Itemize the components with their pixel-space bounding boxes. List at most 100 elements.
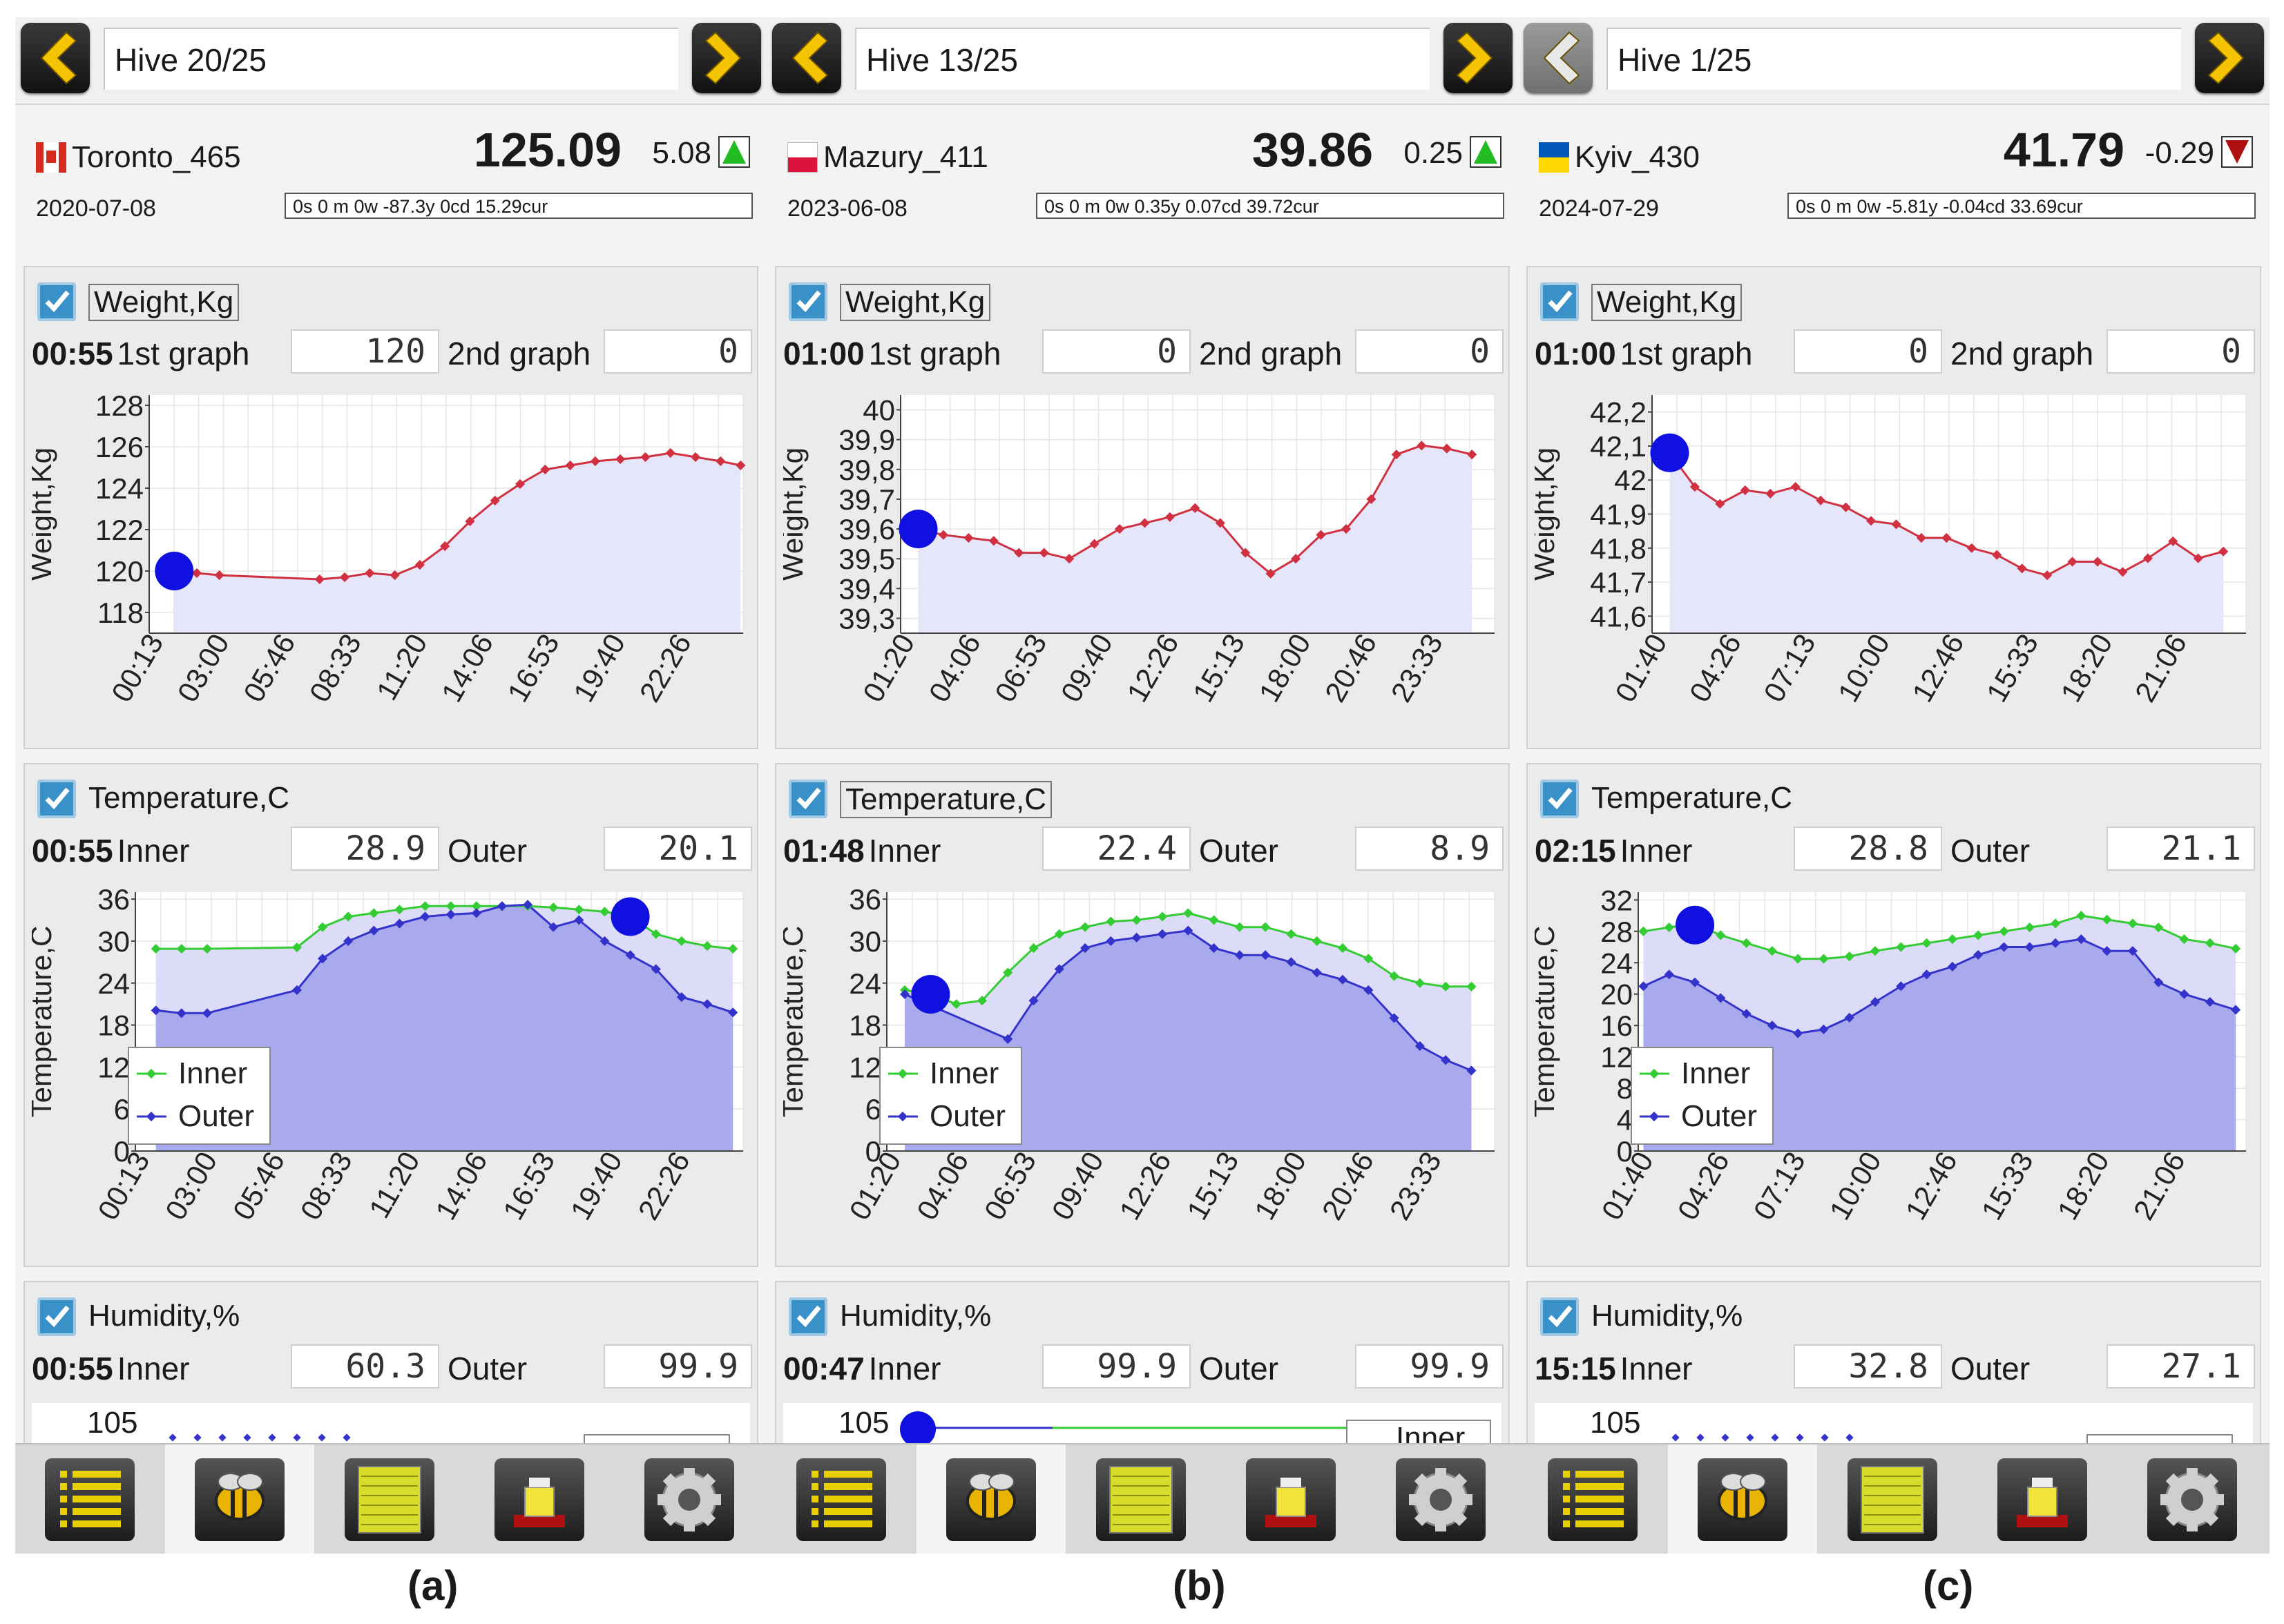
weight-value-1-field[interactable]: 0 <box>1794 329 1942 374</box>
humidity-value-2-field[interactable]: 99.9 <box>1355 1344 1504 1389</box>
humidity-value-1-field[interactable]: 60.3 <box>291 1344 439 1389</box>
hive-label: Hive 1/25 <box>1606 28 2181 90</box>
temperature-time: 01:48 <box>783 833 865 869</box>
temperature-value-1-field[interactable]: 22.4 <box>1042 826 1191 871</box>
temperature-value-2-field[interactable]: 21.1 <box>2107 826 2255 871</box>
humidity-chart-peek: 105 <box>1535 1403 2253 1444</box>
bottom-nav-bar <box>1518 1443 2269 1554</box>
weight-value-2-field[interactable]: 0 <box>2107 329 2255 374</box>
prev-hive-button[interactable] <box>772 23 841 93</box>
weight-value-2-field[interactable]: 0 <box>604 329 752 374</box>
bottom-tab-bee[interactable] <box>917 1444 1066 1554</box>
next-hive-button[interactable] <box>692 23 761 93</box>
weight-value-1-field[interactable]: 0 <box>1042 329 1191 374</box>
weight-point <box>690 452 701 463</box>
humidity-value-1-field[interactable]: 99.9 <box>1042 1344 1191 1389</box>
inner-point <box>728 944 738 954</box>
bottom-tab-bee[interactable] <box>1668 1444 1817 1554</box>
humidity-value-1-field[interactable]: 32.8 <box>1794 1344 1942 1389</box>
next-hive-button[interactable] <box>1443 23 1513 93</box>
gear-icon[interactable] <box>2147 1458 2237 1541</box>
temperature-value-1-field[interactable]: 28.9 <box>291 826 439 871</box>
honey-jar-icon[interactable] <box>1997 1458 2087 1541</box>
bottom-tab-gear[interactable] <box>615 1444 764 1554</box>
y-tick-label: 30 <box>849 925 881 958</box>
legend <box>128 1047 271 1145</box>
list-icon[interactable] <box>1548 1458 1638 1541</box>
x-tick-label: 15:33 <box>1975 1146 2040 1226</box>
humidity-y-tick-label: 105 <box>87 1406 138 1440</box>
weight-point <box>1064 554 1075 564</box>
outer-point <box>1337 974 1348 985</box>
weight-checkbox[interactable] <box>789 282 827 321</box>
bee-icon[interactable] <box>1698 1458 1787 1541</box>
honey-jar-icon[interactable] <box>495 1458 584 1541</box>
bottom-tab-notes[interactable] <box>1818 1444 1967 1554</box>
weight-value-2-field[interactable]: 0 <box>1355 329 1504 374</box>
prev-hive-button[interactable] <box>21 23 90 93</box>
bottom-tab-honey-jar[interactable] <box>465 1444 614 1554</box>
bottom-tab-gear[interactable] <box>1366 1444 1515 1554</box>
weight-checkbox[interactable] <box>1540 282 1579 321</box>
notes-icon[interactable] <box>1096 1458 1186 1541</box>
weight-point <box>1291 554 1301 564</box>
humidity-value-2-field[interactable]: 99.9 <box>604 1344 752 1389</box>
gear-icon[interactable] <box>644 1458 734 1541</box>
humidity-checkbox[interactable] <box>37 1297 76 1336</box>
weight-value-1-field[interactable]: 120 <box>291 329 439 374</box>
legend <box>1631 1047 1774 1145</box>
list-icon[interactable] <box>796 1458 886 1541</box>
humidity-value-2-field[interactable]: 27.1 <box>2107 1344 2255 1389</box>
next-hive-button[interactable] <box>2195 23 2264 93</box>
bottom-tab-list[interactable] <box>1518 1444 1667 1554</box>
gear-icon[interactable] <box>1396 1458 1486 1541</box>
bottom-tab-list[interactable] <box>15 1444 164 1554</box>
list-icon[interactable] <box>45 1458 135 1541</box>
temperature-checkbox[interactable] <box>1540 780 1579 818</box>
y-tick-label: 0 <box>1617 1135 1633 1168</box>
inner-point <box>651 929 661 939</box>
bee-icon[interactable] <box>195 1458 285 1541</box>
humidity-label-1: Inner <box>868 1351 941 1386</box>
bee-icon[interactable] <box>946 1458 1036 1541</box>
humidity-title: Humidity,% <box>1591 1299 1743 1333</box>
x-tick-label: 18:00 <box>1252 628 1316 708</box>
bottom-tab-list[interactable] <box>767 1444 916 1554</box>
bottom-tab-honey-jar[interactable] <box>1968 1444 2117 1554</box>
bottom-tab-honey-jar[interactable] <box>1216 1444 1365 1554</box>
bottom-tab-notes[interactable] <box>1066 1444 1216 1554</box>
x-tick-label: 05:46 <box>227 1146 291 1226</box>
honey-jar-icon[interactable] <box>1246 1458 1336 1541</box>
x-tick-label: 01:40 <box>1595 1146 1660 1226</box>
ukraine-flag-icon <box>1539 142 1569 173</box>
cursor-marker <box>611 897 650 936</box>
trend-up-icon <box>1470 136 1501 168</box>
weight-checkbox[interactable] <box>37 282 76 321</box>
y-axis-label: Weight,Kg <box>1535 447 1560 581</box>
y-tick-label: 41,9 <box>1590 499 1647 531</box>
x-tick-label: 15:33 <box>1980 628 2044 708</box>
x-tick-label: 12:26 <box>1120 628 1184 708</box>
bottom-tab-gear[interactable] <box>2118 1444 2267 1554</box>
notes-icon[interactable] <box>345 1458 434 1541</box>
caption-b: (b) <box>1173 1563 1226 1609</box>
humidity-checkbox[interactable] <box>789 1297 827 1336</box>
x-tick-label: 14:06 <box>429 1146 493 1226</box>
record-date: 2020-07-08 <box>36 195 156 222</box>
temperature-value-2-field[interactable]: 8.9 <box>1355 826 1504 871</box>
temperature-value-2-field[interactable]: 20.1 <box>604 826 752 871</box>
weight-point <box>414 559 425 570</box>
bottom-tab-notes[interactable] <box>315 1444 464 1554</box>
humidity-checkbox[interactable] <box>1540 1297 1579 1336</box>
temperature-checkbox[interactable] <box>37 780 76 818</box>
temperature-checkbox[interactable] <box>789 780 827 818</box>
prev-hive-button[interactable] <box>1524 23 1593 93</box>
temperature-value-1-field[interactable]: 28.8 <box>1794 826 1942 871</box>
bottom-tab-bee[interactable] <box>165 1444 314 1554</box>
x-tick-label: 20:46 <box>1316 1146 1380 1226</box>
y-tick-label: 41,7 <box>1590 566 1647 599</box>
notes-icon[interactable] <box>1848 1458 1937 1541</box>
inner-point <box>676 936 687 947</box>
inner-point <box>317 922 328 932</box>
outer-point <box>471 908 481 918</box>
